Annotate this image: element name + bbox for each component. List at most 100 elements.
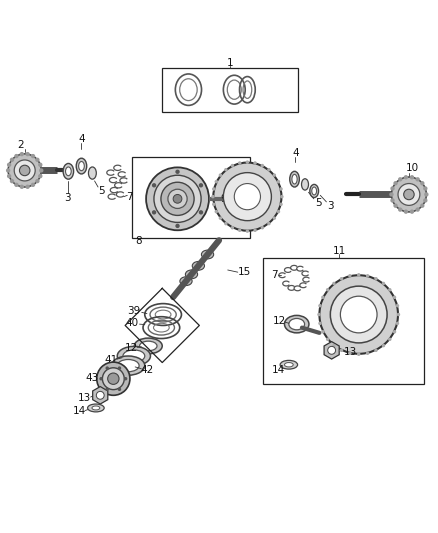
Circle shape: [277, 210, 280, 213]
Circle shape: [146, 167, 209, 230]
Circle shape: [374, 277, 378, 280]
Circle shape: [423, 187, 427, 191]
Circle shape: [8, 154, 41, 187]
Circle shape: [234, 183, 261, 210]
Ellipse shape: [290, 171, 299, 187]
Circle shape: [118, 366, 121, 370]
Circle shape: [332, 344, 336, 348]
Circle shape: [199, 210, 203, 215]
Ellipse shape: [312, 187, 317, 195]
Circle shape: [253, 161, 257, 165]
Circle shape: [328, 346, 336, 354]
Text: 15: 15: [238, 267, 251, 277]
Circle shape: [215, 210, 218, 213]
Ellipse shape: [88, 404, 104, 412]
Bar: [132, 157, 250, 238]
Circle shape: [96, 391, 104, 399]
Circle shape: [152, 210, 156, 215]
Circle shape: [97, 362, 130, 395]
Circle shape: [279, 187, 283, 191]
Circle shape: [215, 180, 218, 183]
Ellipse shape: [301, 179, 308, 190]
Ellipse shape: [180, 277, 192, 286]
Circle shape: [404, 189, 414, 200]
Circle shape: [223, 173, 272, 221]
Circle shape: [420, 204, 424, 208]
Ellipse shape: [117, 346, 150, 366]
Circle shape: [382, 344, 385, 348]
Ellipse shape: [280, 360, 297, 369]
Circle shape: [416, 177, 420, 182]
Circle shape: [246, 229, 249, 233]
Text: 4: 4: [292, 148, 299, 158]
Ellipse shape: [63, 164, 74, 179]
Ellipse shape: [66, 167, 71, 176]
Text: 3: 3: [64, 192, 71, 203]
Circle shape: [38, 174, 42, 179]
Circle shape: [152, 183, 156, 188]
Text: 7: 7: [271, 270, 278, 280]
Text: 14: 14: [272, 365, 285, 375]
Circle shape: [19, 165, 30, 176]
Circle shape: [424, 192, 428, 197]
Text: 5: 5: [98, 187, 104, 196]
Ellipse shape: [192, 262, 205, 270]
Text: 1: 1: [226, 59, 233, 68]
Bar: [162, 68, 297, 111]
Circle shape: [25, 152, 30, 156]
Text: 5: 5: [315, 198, 321, 208]
Ellipse shape: [112, 356, 145, 375]
Circle shape: [108, 373, 119, 384]
Ellipse shape: [134, 338, 162, 354]
Circle shape: [348, 274, 352, 278]
Circle shape: [398, 183, 420, 205]
Polygon shape: [324, 342, 339, 359]
Ellipse shape: [289, 318, 304, 330]
Circle shape: [261, 164, 264, 167]
Text: 13: 13: [78, 393, 91, 403]
Circle shape: [6, 168, 11, 173]
Circle shape: [25, 184, 30, 189]
Circle shape: [267, 222, 271, 225]
Ellipse shape: [285, 362, 293, 367]
Circle shape: [238, 229, 241, 232]
Circle shape: [318, 321, 322, 325]
Circle shape: [20, 184, 24, 189]
Circle shape: [106, 387, 109, 391]
Ellipse shape: [117, 359, 139, 372]
Circle shape: [321, 295, 325, 299]
Circle shape: [272, 173, 276, 177]
Text: 12: 12: [272, 316, 286, 326]
Circle shape: [382, 282, 385, 285]
Circle shape: [35, 158, 39, 162]
Circle shape: [31, 183, 35, 187]
Circle shape: [340, 349, 343, 352]
Circle shape: [326, 288, 329, 292]
Ellipse shape: [92, 406, 100, 410]
Circle shape: [366, 352, 369, 355]
Circle shape: [388, 337, 392, 341]
Circle shape: [348, 352, 352, 355]
Circle shape: [267, 168, 271, 172]
Text: 43: 43: [86, 373, 99, 383]
Circle shape: [340, 296, 377, 333]
Text: 10: 10: [406, 163, 419, 173]
Circle shape: [396, 304, 399, 308]
Circle shape: [10, 158, 14, 162]
Circle shape: [102, 368, 124, 390]
Circle shape: [219, 173, 222, 177]
Circle shape: [392, 177, 426, 212]
Circle shape: [212, 203, 215, 206]
Circle shape: [397, 313, 400, 316]
Text: 40: 40: [125, 318, 138, 328]
Circle shape: [253, 229, 257, 232]
Circle shape: [404, 175, 408, 180]
Circle shape: [410, 175, 414, 180]
Ellipse shape: [201, 250, 214, 259]
Text: 14: 14: [73, 407, 86, 416]
Circle shape: [416, 207, 420, 212]
Circle shape: [14, 154, 18, 158]
Polygon shape: [93, 386, 108, 404]
Text: 8: 8: [135, 236, 142, 246]
Circle shape: [238, 161, 241, 165]
